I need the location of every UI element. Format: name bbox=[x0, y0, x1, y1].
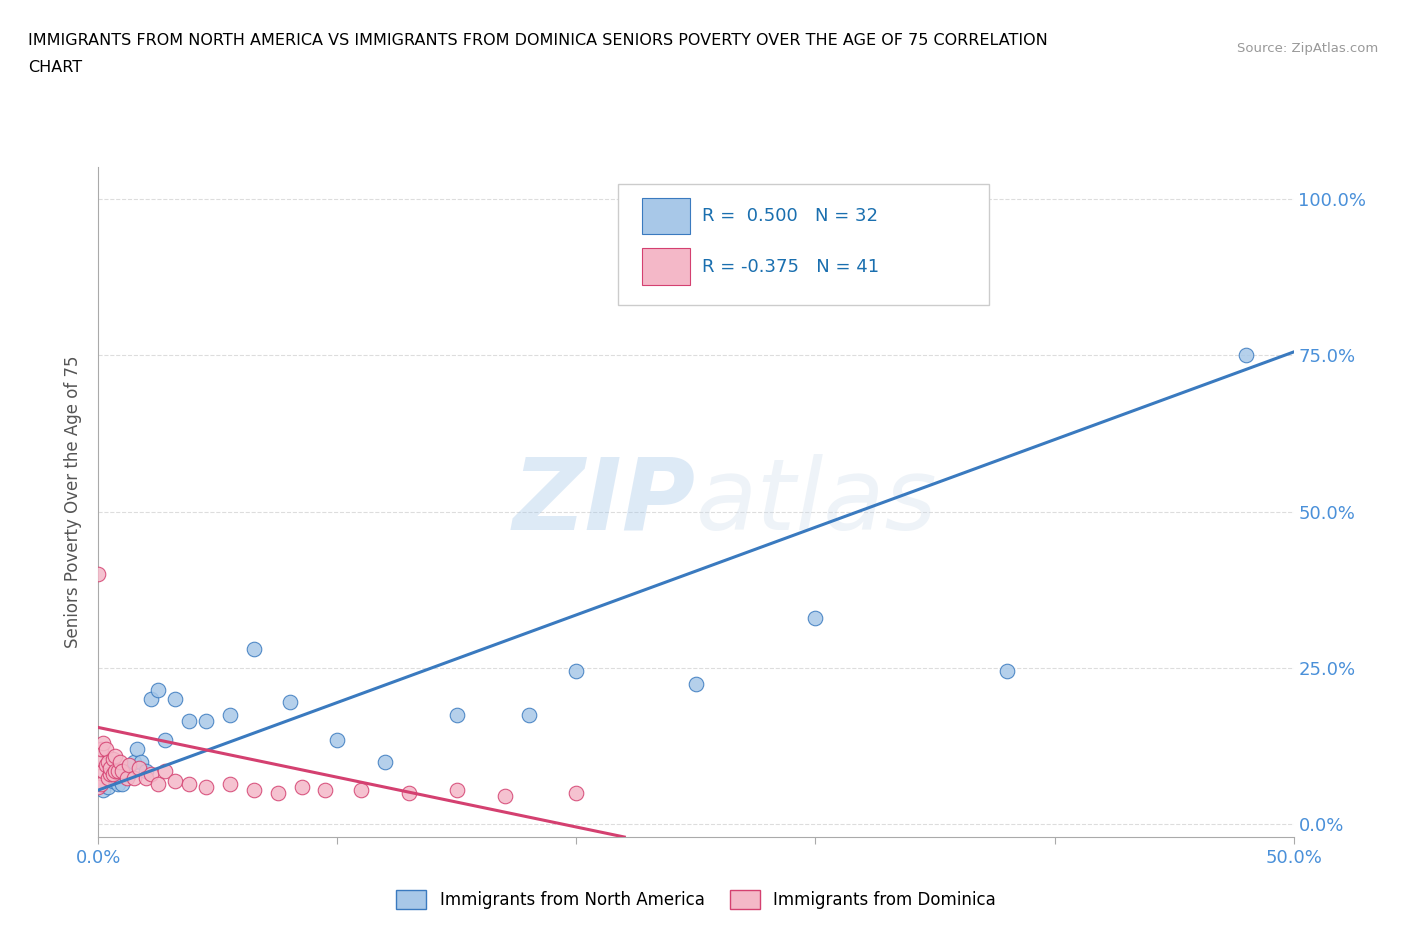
Point bbox=[104, 770, 127, 785]
Point bbox=[115, 770, 138, 785]
Point bbox=[90, 742, 112, 757]
Point bbox=[101, 773, 124, 788]
Point bbox=[155, 733, 177, 748]
Point bbox=[148, 683, 170, 698]
Point bbox=[97, 754, 120, 769]
Point bbox=[315, 783, 337, 798]
Point bbox=[111, 777, 134, 791]
Point bbox=[87, 566, 110, 581]
Point bbox=[1234, 348, 1257, 363]
Point bbox=[148, 777, 170, 791]
Point bbox=[374, 754, 396, 769]
Point bbox=[131, 754, 153, 769]
Text: R =  0.500   N = 32: R = 0.500 N = 32 bbox=[702, 206, 877, 225]
Point bbox=[350, 783, 373, 798]
Point bbox=[128, 761, 150, 776]
Point bbox=[125, 742, 148, 757]
Point bbox=[139, 692, 162, 707]
Point bbox=[90, 777, 112, 791]
Point bbox=[135, 764, 157, 778]
Point bbox=[163, 773, 186, 788]
Point bbox=[115, 761, 138, 776]
Bar bbox=[643, 197, 690, 234]
Point bbox=[219, 777, 242, 791]
Text: R = -0.375   N = 41: R = -0.375 N = 41 bbox=[702, 258, 879, 275]
Point bbox=[278, 695, 301, 710]
Point bbox=[94, 758, 117, 773]
Point bbox=[194, 714, 218, 729]
Point bbox=[104, 749, 127, 764]
Text: IMMIGRANTS FROM NORTH AMERICA VS IMMIGRANTS FROM DOMINICA SENIORS POVERTY OVER T: IMMIGRANTS FROM NORTH AMERICA VS IMMIGRA… bbox=[28, 33, 1047, 47]
Point bbox=[494, 789, 516, 804]
Legend: Immigrants from North America, Immigrants from Dominica: Immigrants from North America, Immigrant… bbox=[389, 884, 1002, 916]
Point bbox=[243, 642, 266, 657]
Point bbox=[139, 767, 162, 782]
Point bbox=[219, 708, 242, 723]
Point bbox=[94, 742, 117, 757]
Point bbox=[446, 708, 468, 723]
Point bbox=[118, 758, 141, 773]
Point bbox=[101, 767, 124, 782]
Y-axis label: Seniors Poverty Over the Age of 75: Seniors Poverty Over the Age of 75 bbox=[65, 356, 83, 648]
Point bbox=[107, 777, 129, 791]
Point bbox=[398, 786, 420, 801]
Point bbox=[104, 764, 127, 778]
Point bbox=[517, 708, 540, 723]
Text: ZIP: ZIP bbox=[513, 454, 696, 551]
Point bbox=[243, 783, 266, 798]
Point bbox=[565, 664, 588, 679]
Point bbox=[124, 754, 146, 769]
Point bbox=[267, 786, 290, 801]
Point bbox=[114, 767, 136, 782]
Point bbox=[87, 779, 110, 794]
Point bbox=[194, 779, 218, 794]
Point bbox=[107, 764, 129, 778]
Point bbox=[91, 764, 114, 778]
Point bbox=[179, 714, 201, 729]
Point bbox=[98, 761, 122, 776]
Point bbox=[326, 733, 349, 748]
Point bbox=[108, 754, 131, 769]
Point bbox=[91, 783, 114, 798]
Point bbox=[135, 770, 157, 785]
Point bbox=[97, 770, 120, 785]
Point bbox=[446, 783, 468, 798]
Point bbox=[91, 736, 114, 751]
Point bbox=[804, 610, 827, 625]
Point bbox=[685, 676, 707, 691]
Point bbox=[87, 754, 110, 769]
Text: CHART: CHART bbox=[28, 60, 82, 75]
Point bbox=[179, 777, 201, 791]
Point bbox=[101, 751, 124, 766]
Point bbox=[155, 764, 177, 778]
Point bbox=[163, 692, 186, 707]
Point bbox=[565, 786, 588, 801]
FancyBboxPatch shape bbox=[619, 184, 988, 305]
Point bbox=[108, 767, 131, 782]
Point bbox=[111, 764, 134, 778]
Point bbox=[97, 779, 120, 794]
Point bbox=[118, 767, 141, 782]
Text: atlas: atlas bbox=[696, 454, 938, 551]
Bar bbox=[643, 247, 690, 285]
Point bbox=[291, 779, 314, 794]
Point bbox=[98, 767, 122, 782]
Point bbox=[124, 770, 146, 785]
Point bbox=[995, 664, 1018, 679]
Text: Source: ZipAtlas.com: Source: ZipAtlas.com bbox=[1237, 42, 1378, 55]
